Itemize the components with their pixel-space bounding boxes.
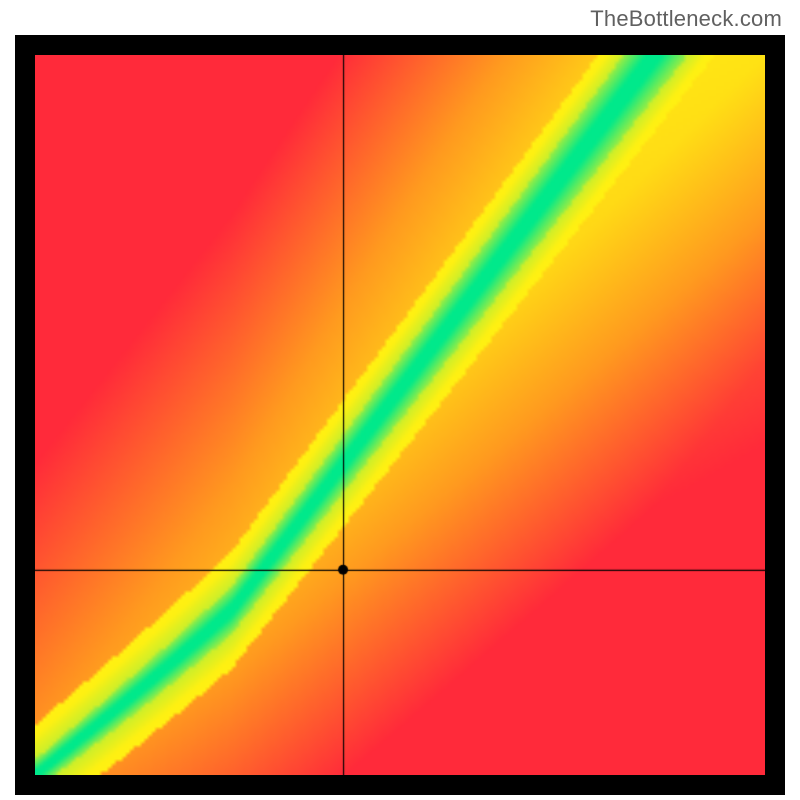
crosshair-overlay [35,55,765,775]
watermark-text: TheBottleneck.com [590,6,782,32]
